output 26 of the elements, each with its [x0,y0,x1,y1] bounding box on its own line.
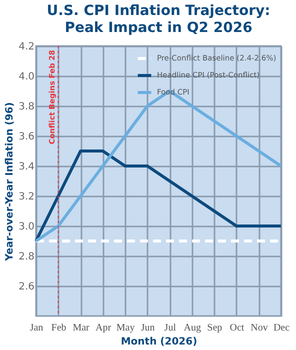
y-tick-label: 3.2 [18,192,34,202]
x-tick-label: Dec [273,322,290,334]
x-tick-label: Aug [184,322,202,334]
x-tick-label: Sep [207,322,222,334]
y-tick-label: 3.6 [18,132,34,142]
x-tick-label: Mar [72,322,90,334]
x-tick-label: Apr [96,322,112,334]
x-tick-label: Feb [51,322,66,334]
x-tick-label: Nov [250,322,268,334]
x-axis-title: Month (2026) [120,336,198,348]
line-series [34,150,282,242]
y-tick-label: 4.2 [18,42,34,52]
x-tick-label: May [116,322,135,334]
text: Peak Impact in Q2 2026 [64,20,252,36]
x-tick-label: Jul [164,322,176,334]
y-axis-title: Year-over-Year Inflation (96) [4,102,16,262]
x-tick-label: Jun [140,322,155,334]
y-tick-label: 3.0 [18,222,34,232]
x-tick-label: Oct [230,322,244,334]
text: U.S. CPI Inflation Trajectory: [46,3,270,19]
x-tick-label: Jan [30,322,44,334]
y-tick-label: 3.8 [18,102,34,112]
y-tick-label: 2.6 [18,282,34,292]
y-tick-label: 4.0 [18,72,34,82]
y-tick-label: 2.8 [18,252,34,262]
y-tick-label: 3.4 [18,162,34,172]
